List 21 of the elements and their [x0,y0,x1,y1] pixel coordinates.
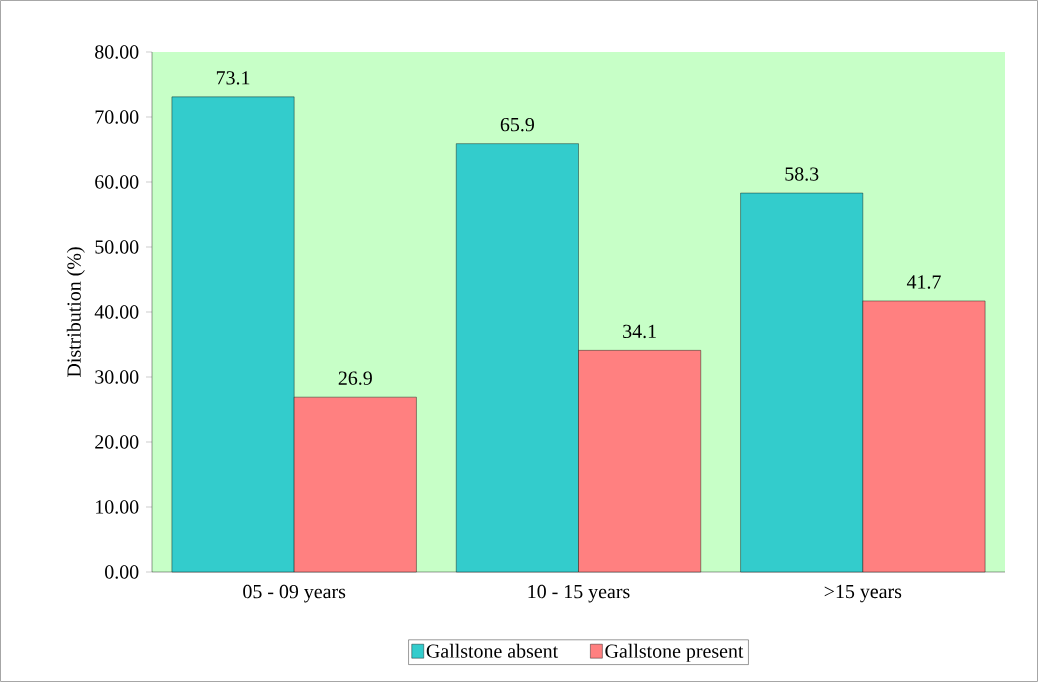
y-tick-label: 10.00 [96,500,139,514]
data-label: 58.3 [785,167,819,181]
data-label: 26.9 [338,371,372,385]
data-label: 41.7 [906,275,941,289]
y-tick-label: 70.00 [95,110,139,124]
data-label: 73.1 [216,71,250,85]
x-tick-label: 05 - 09 years [243,584,346,603]
data-label: 34.1 [623,324,656,339]
y-tick-label: 60.00 [95,175,139,189]
legend-label: Gallstone present [605,643,744,662]
y-tick-label: 40.00 [94,305,139,319]
x-tick-label: 10 - 15 years [528,584,630,603]
y-tick-label: 0.00 [105,565,139,579]
data-label: 65.9 [500,117,534,132]
y-tick-label: 30.00 [95,370,139,384]
y-axis-title: Distribution (%) [66,247,85,377]
legend-label: Gallstone absent [426,643,559,658]
y-tick-label: 50.00 [95,240,139,254]
x-tick-label: >15 years [824,584,902,603]
y-tick-label: 20.00 [95,435,139,449]
y-tick-label: 80.00 [95,45,139,59]
